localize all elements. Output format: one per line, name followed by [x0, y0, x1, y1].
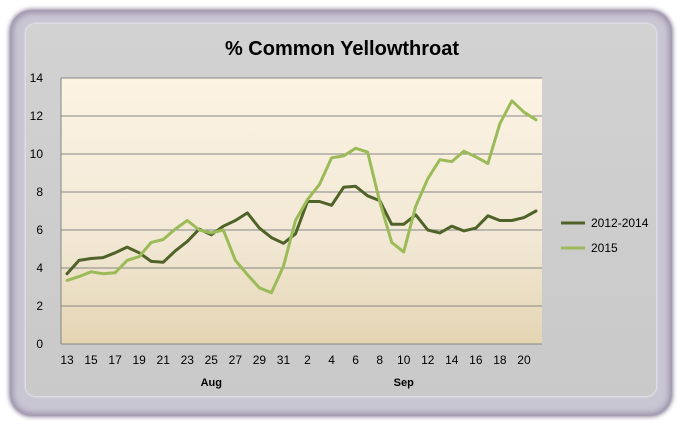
x-tick-label: 10 [397, 353, 411, 367]
x-tick-label: 4 [328, 353, 335, 367]
x-tick-label: 8 [376, 353, 383, 367]
y-tick-label: 6 [36, 223, 43, 237]
x-tick-label: 31 [277, 353, 291, 367]
y-tick-label: 8 [36, 185, 43, 199]
x-tick-label: 17 [108, 353, 122, 367]
series-line-1 [65, 184, 538, 276]
y-tick-label: 12 [30, 109, 44, 123]
y-tick-label: 4 [36, 261, 43, 275]
y-tick-label: 10 [30, 147, 44, 161]
x-tick-label: 14 [445, 353, 459, 367]
x-tick-label: 23 [181, 353, 195, 367]
legend-label: 2015 [591, 241, 618, 255]
x-tick-label: 21 [157, 353, 171, 367]
x-tick-label: 27 [229, 353, 243, 367]
chart-title: % Common Yellowthroat [225, 38, 459, 60]
month-label: Sep [394, 377, 414, 389]
legend-label: 2012-2014 [591, 216, 649, 230]
x-tick-label: 29 [253, 353, 267, 367]
x-tick-label: 25 [205, 353, 219, 367]
x-tick-label: 19 [132, 353, 146, 367]
x-tick-label: 15 [84, 353, 98, 367]
x-tick-label: 6 [352, 353, 359, 367]
x-tick-label: 20 [517, 353, 531, 367]
y-tick-label: 0 [36, 337, 43, 351]
x-tick-label: 12 [421, 353, 435, 367]
series-line-2 [65, 99, 538, 295]
x-tick-label: 2 [304, 353, 311, 367]
x-tick-label: 13 [60, 353, 74, 367]
y-tick-label: 14 [30, 71, 44, 85]
y-tick-label: 2 [36, 299, 43, 313]
x-tick-label: 16 [469, 353, 483, 367]
x-tick-label: 18 [493, 353, 507, 367]
month-label: Aug [201, 377, 222, 389]
